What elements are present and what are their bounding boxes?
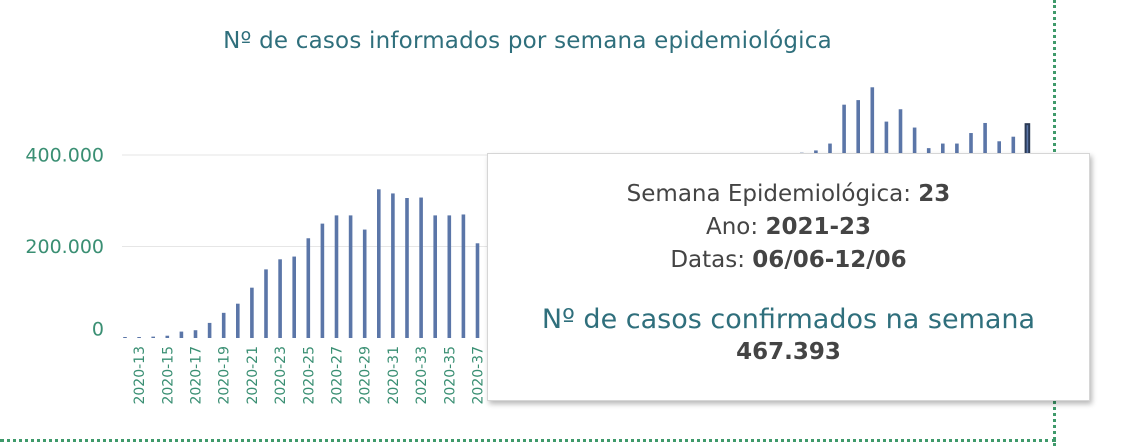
bar [207,322,212,338]
y-axis: 0 200.000 400.000 [25,145,104,341]
bar [151,336,155,338]
tooltip-year-line: Ano: 2021-23 [488,211,1089,244]
x-tick-label: 2020-37 [471,346,487,405]
bar [362,229,367,338]
y-tick-label: 200.000 [25,236,104,258]
x-tick-label: 2020-17 [189,346,205,405]
bar [179,331,184,338]
bar [221,312,226,338]
bar [193,330,198,338]
bar [278,259,282,338]
bar [391,193,395,338]
tooltip-year-label: Ano: [705,214,766,240]
tooltip-dates-label: Datas: [670,247,753,273]
x-tick-label: 2020-15 [160,346,176,405]
dotted-border-bottom [0,439,1056,442]
x-axis: 2020-13 2020-15 2020-17 2020-19 2020-21 2020-… [132,346,1050,405]
bar [250,287,254,338]
x-tick-label: 2020-27 [330,346,346,405]
tooltip-dates-value: 06/06-12/06 [752,247,907,273]
bar [292,256,296,338]
x-tick-label: 2020-19 [217,346,233,405]
bar [320,223,325,338]
tooltip-metric-label: Nº de casos confirmados na semana [541,304,1036,335]
bar [405,198,409,338]
y-tick-label: 0 [92,319,104,341]
bar [433,215,437,338]
chart-title: Nº de casos informados por semana epidem… [223,28,832,54]
tooltip-week-value: 23 [918,181,951,207]
bar [137,337,141,338]
tooltip-metric-value: 467.393 [736,339,841,365]
bar [264,269,268,338]
bar [123,337,127,338]
x-tick-label: 2020-13 [132,346,148,405]
tooltip-week-line: Semana Epidemiológica: 23 [488,178,1089,211]
tooltip-year-value: 2021-23 [765,214,872,240]
y-tick-label: 400.000 [25,145,104,167]
bar [165,335,170,338]
x-tick-label: 2020-23 [273,346,289,405]
bar [419,197,423,338]
x-tick-label: 2020-33 [414,346,430,405]
bar [447,215,452,338]
x-tick-label: 2020-25 [301,346,317,405]
bar [236,303,240,338]
tooltip-week-label: Semana Epidemiológica: [626,181,919,207]
x-tick-label: 2020-31 [386,346,402,405]
hover-tooltip: Semana Epidemiológica: 23 Ano: 2021-23 D… [487,153,1090,401]
tooltip-dates-line: Datas: 06/06-12/06 [488,244,1089,277]
bar [306,238,311,338]
x-tick-label: 2020-35 [442,346,458,405]
bar [348,215,353,338]
x-tick-label: 2020-29 [358,346,374,405]
bar [377,189,381,338]
bar [475,243,480,338]
bar [334,215,339,338]
bar [461,214,466,338]
x-tick-label: 2020-21 [245,346,261,405]
